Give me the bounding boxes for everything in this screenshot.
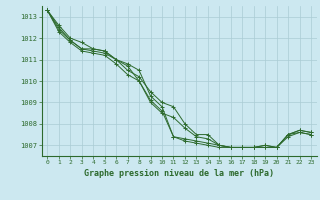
X-axis label: Graphe pression niveau de la mer (hPa): Graphe pression niveau de la mer (hPa): [84, 169, 274, 178]
